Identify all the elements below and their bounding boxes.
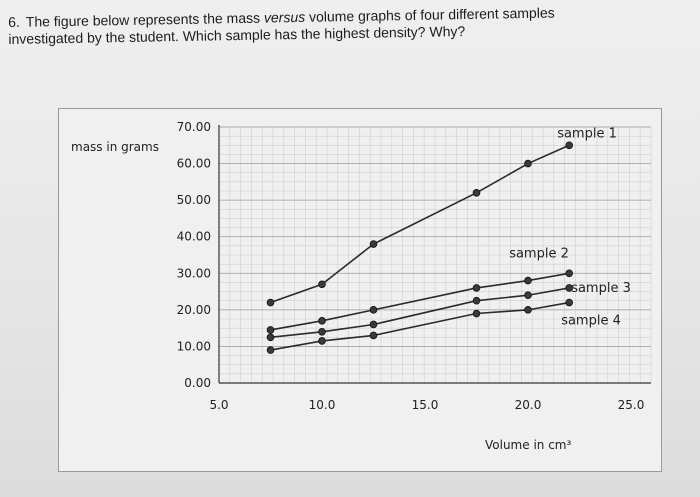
y-tick-label: 50.00 [177,193,211,207]
series-line [270,144,570,304]
data-point [524,306,532,314]
series-label: sample 3 [571,281,631,296]
x-tick-label: 10.0 [309,398,336,412]
y-tick-label: 40.00 [177,230,211,244]
data-point [472,296,481,305]
y-tick-label: 70.00 [177,120,211,134]
x-tick-label: 25.0 [618,398,645,412]
data-point [524,159,532,168]
question-line1-after: volume graphs of four different samples [305,4,555,25]
y-axis-label: mass in grams [71,140,159,154]
data-point [524,276,532,285]
data-point [369,331,378,340]
data-point [318,328,326,336]
data-point [472,284,481,292]
data-point [369,306,378,314]
series-label: sample 4 [561,314,621,329]
data-point [318,280,326,289]
data-point [565,141,574,150]
y-tick-label: 30.00 [177,266,211,280]
question-text: 6. The figure below represents the mass v… [8,2,698,48]
data-point [565,284,574,292]
y-tick-label: 0.00 [184,376,211,390]
data-point [266,346,275,354]
series-line [270,272,570,331]
x-tick-label: 20.0 [515,398,542,412]
x-tick-label: 15.0 [412,398,439,412]
data-point [318,337,326,345]
series-line [270,301,570,351]
question-number: 6. [8,13,20,30]
x-axis-label: Volume in cm³ [485,438,571,452]
y-tick-label: 60.00 [177,157,211,171]
series-label: sample 2 [509,246,569,261]
data-point [472,189,481,197]
data-point [369,320,378,329]
data-point [472,309,481,318]
x-tick-label: 5.0 [209,398,228,412]
data-point [266,326,275,334]
series-line [270,287,570,339]
mass-volume-chart: 0.00 10.00 20.00 30.00 40.00 50.00 60.00 70.00 5… [71,120,652,452]
data-point [318,317,326,325]
data-point [565,298,574,307]
data-point [565,269,574,278]
data-point [266,298,275,307]
y-tick-label: 20.00 [177,303,211,317]
data-point [524,291,532,300]
series-label: sample 1 [557,126,617,141]
chart-frame: 0.00 10.00 20.00 30.00 40.00 50.00 60.00 70.00 5… [58,108,662,472]
question-line1-emphasis: versus [263,8,306,26]
data-point [369,240,378,248]
y-tick-label: 10.00 [177,339,211,353]
data-point [266,333,275,342]
